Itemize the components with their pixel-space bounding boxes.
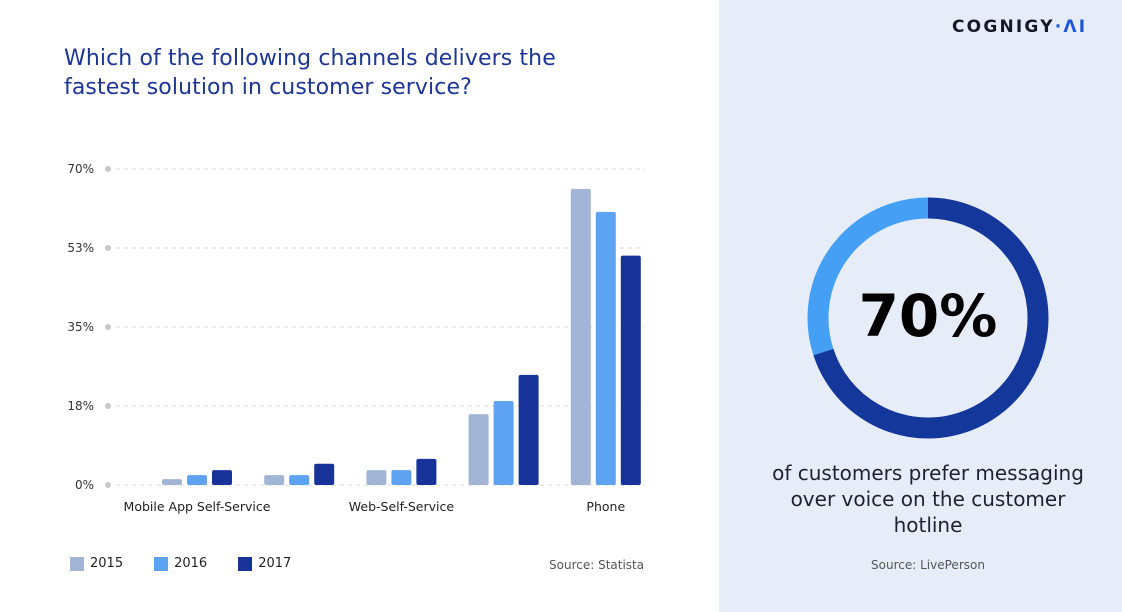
bar-2017-0 (212, 470, 232, 485)
logo-separator: · (1054, 17, 1064, 37)
x-labels-layer: Mobile App Self-Service Web-Self-Service P… (124, 499, 626, 514)
legend-label-2015: 2015 (90, 556, 124, 571)
donut-chart: 70% (807, 197, 1049, 439)
bars-layer (162, 188, 641, 485)
donut-slice-1 (807, 197, 929, 356)
y-tick-label: 53% (67, 241, 94, 255)
legend-swatch-2017 (238, 556, 253, 571)
donut-center-label: 70% (859, 282, 998, 350)
bar-2015-4 (570, 188, 591, 485)
y-tick-label: 0% (75, 478, 94, 492)
y-tick-label: 18% (67, 399, 94, 413)
y-tick-dot (105, 166, 111, 172)
bar-2015-3 (468, 414, 489, 485)
source-liveperson: Source: LivePerson (871, 558, 985, 572)
bar-2016-1 (289, 475, 310, 485)
donut-slices (807, 197, 1049, 439)
legend-item-2017: 2017 (238, 556, 291, 571)
y-tick-dot (105, 482, 111, 488)
bar-2015-0 (162, 479, 182, 485)
bar-2016-3 (493, 401, 514, 485)
logo-suffix: ΛI (1063, 17, 1088, 37)
bar-2015-2 (366, 470, 387, 485)
legend-item-2016: 2016 (154, 556, 207, 571)
chart-legend: 2015 2016 2017 (70, 556, 322, 571)
y-tick-dot (105, 324, 111, 330)
legend-swatch-2015 (70, 556, 84, 571)
donut-slice-0 (813, 197, 1049, 439)
y-tick-label: 35% (67, 320, 94, 334)
bar-2016-0 (187, 475, 207, 485)
grid-layer: 0% 18% 35% 53% 70% (67, 162, 645, 492)
x-tick-label: Mobile App Self-Service (124, 499, 271, 514)
source-statista: Source: Statista (549, 558, 645, 572)
bar-2017-3 (518, 374, 539, 485)
bar-2017-4 (620, 255, 641, 485)
bar-2017-2 (416, 458, 437, 485)
stat-panel (719, 0, 1122, 612)
legend-swatch-2016 (154, 556, 169, 571)
x-tick-label: Phone (586, 499, 625, 514)
logo-main: COGNIGY (952, 17, 1055, 37)
bar-2017-1 (314, 463, 335, 485)
chart-panel: Which of the following channels delivers… (64, 46, 645, 572)
stat-caption: of customers prefer messaging over voice… (772, 461, 1084, 537)
legend-item-2015: 2015 (70, 556, 123, 571)
bar-2016-2 (391, 470, 412, 485)
y-tick-dot (105, 245, 111, 251)
bar-chart: 0% 18% 35% 53% 70% Mobile App Self-Service We… (67, 162, 645, 514)
cognigy-logo: COGNIGY·ΛI (952, 17, 1087, 37)
x-tick-label: Web-Self-Service (349, 499, 455, 514)
bar-2016-4 (595, 211, 616, 485)
bar-2015-1 (264, 475, 285, 485)
legend-label-2017: 2017 (258, 556, 292, 571)
y-tick-label: 70% (67, 162, 94, 176)
y-tick-dot (105, 403, 111, 409)
legend-label-2016: 2016 (174, 556, 208, 571)
chart-title: Which of the following channels delivers… (64, 46, 556, 100)
